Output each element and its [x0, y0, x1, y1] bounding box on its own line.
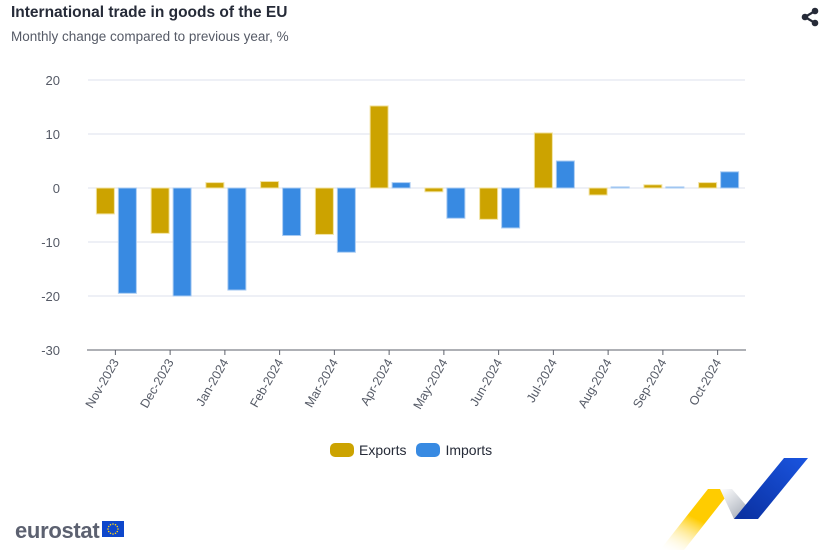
bar-imports-jan-2024[interactable]	[227, 187, 247, 291]
y-tick-label: 20	[46, 73, 60, 88]
x-tick-label: Jan-2024	[193, 356, 231, 408]
bar-exports-mar-2024[interactable]	[314, 187, 334, 235]
bar-imports-mar-2024[interactable]	[336, 187, 356, 253]
bar-exports-jun-2024[interactable]	[479, 187, 499, 220]
chart-title: International trade in goods of the EU	[11, 4, 288, 21]
bar-chart: 20 10 0 -10 -20 -30 Nov-2023 Dec-2023 Jan-2024 F…	[41, 73, 746, 412]
bar-exports-dec-2023[interactable]	[150, 187, 170, 234]
bar-exports-jul-2024[interactable]	[533, 132, 553, 189]
y-tick-label: 10	[46, 127, 60, 142]
x-tick-label: Feb-2024	[247, 356, 286, 409]
y-tick-label: -10	[41, 235, 60, 250]
legend: Exports Imports	[330, 442, 496, 458]
eu-flag-icon	[102, 520, 125, 542]
legend-item-exports[interactable]: Exports	[330, 442, 406, 458]
bar-imports-oct-2024[interactable]	[720, 171, 740, 189]
legend-swatch-exports	[330, 443, 354, 457]
y-tick-label: 0	[53, 181, 60, 196]
x-tick-label: Oct-2024	[686, 356, 724, 408]
bar-imports-may-2024[interactable]	[446, 187, 466, 219]
bar-imports-nov-2023[interactable]	[117, 187, 137, 294]
x-tick-label: May-2024	[411, 356, 451, 411]
bars	[95, 105, 740, 297]
bar-exports-oct-2024[interactable]	[698, 182, 718, 189]
x-tick-label: Jul-2024	[524, 356, 560, 405]
bar-imports-dec-2023[interactable]	[172, 187, 192, 297]
y-tick-label: -30	[41, 343, 60, 358]
legend-label-imports: Imports	[445, 442, 493, 458]
bar-exports-nov-2023[interactable]	[95, 187, 115, 215]
bar-imports-jun-2024[interactable]	[501, 187, 521, 229]
legend-swatch-imports	[416, 443, 441, 457]
x-tick-label: Apr-2024	[358, 356, 396, 408]
bar-imports-jul-2024[interactable]	[555, 160, 575, 189]
gridlines	[88, 79, 745, 297]
bar-imports-apr-2024[interactable]	[391, 182, 411, 189]
bar-exports-sep-2024[interactable]	[643, 184, 663, 189]
bar-exports-jan-2024[interactable]	[205, 182, 225, 189]
x-tick-label: Jun-2024	[467, 356, 505, 408]
x-tick-label: Sep-2024	[630, 356, 669, 410]
y-axis-ticks: 20 10 0 -10 -20 -30	[41, 73, 60, 358]
y-tick-label: -20	[41, 289, 60, 304]
chart-subtitle: Monthly change compared to previous year…	[11, 29, 289, 44]
x-axis: Nov-2023 Dec-2023 Jan-2024 Feb-2024 Mar-2024…	[83, 349, 746, 412]
bar-imports-aug-2024[interactable]	[610, 186, 630, 189]
share-icon[interactable]	[799, 6, 821, 28]
eurostat-logo-text: eurostat	[15, 518, 100, 543]
legend-item-imports[interactable]: Imports	[416, 442, 492, 458]
bar-exports-aug-2024[interactable]	[588, 187, 608, 196]
legend-label-exports: Exports	[359, 442, 407, 458]
bar-exports-apr-2024[interactable]	[369, 105, 389, 189]
x-tick-label: Mar-2024	[302, 356, 341, 409]
eurostat-logo: eurostat	[15, 518, 125, 544]
eurostat-ribbon-graphic	[650, 450, 822, 556]
bar-exports-may-2024[interactable]	[424, 187, 444, 193]
bar-imports-feb-2024[interactable]	[282, 187, 302, 237]
bar-imports-sep-2024[interactable]	[665, 186, 685, 189]
x-tick-label: Dec-2023	[137, 356, 176, 410]
x-tick-label: Aug-2024	[575, 356, 614, 410]
bar-exports-feb-2024[interactable]	[260, 181, 280, 189]
x-tick-label: Nov-2023	[83, 356, 122, 410]
